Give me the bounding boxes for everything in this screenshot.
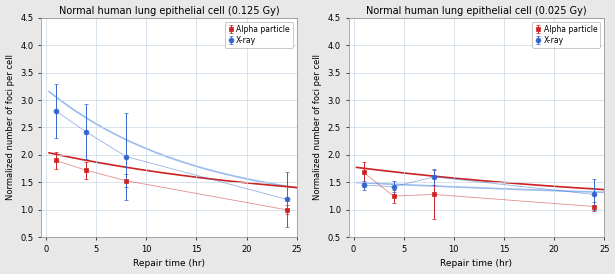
Legend: Alpha particle, X-ray: Alpha particle, X-ray bbox=[224, 22, 293, 48]
Title: Normal human lung epithelial cell (0.125 Gy): Normal human lung epithelial cell (0.125… bbox=[58, 5, 279, 16]
Title: Normal human lung epithelial cell (0.025 Gy): Normal human lung epithelial cell (0.025… bbox=[366, 5, 587, 16]
X-axis label: Repair time (hr): Repair time (hr) bbox=[133, 259, 205, 269]
Legend: Alpha particle, X-ray: Alpha particle, X-ray bbox=[532, 22, 600, 48]
Y-axis label: Normalized number of foci per cell: Normalized number of foci per cell bbox=[6, 55, 15, 201]
X-axis label: Repair time (hr): Repair time (hr) bbox=[440, 259, 512, 269]
Y-axis label: Normalized number of foci per cell: Normalized number of foci per cell bbox=[313, 55, 322, 201]
